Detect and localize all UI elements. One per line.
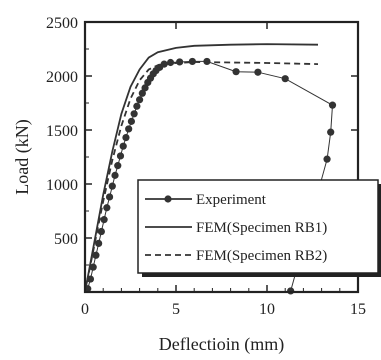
- y-tick-label: 2500: [46, 15, 78, 32]
- data-point: [160, 60, 168, 68]
- data-point: [105, 193, 114, 201]
- data-point: [122, 133, 130, 142]
- data-point: [130, 110, 138, 118]
- data-point: [100, 216, 108, 224]
- y-axis-label: Load (kN): [12, 119, 33, 194]
- legend-label-2: FEM(Specimen RB2): [196, 248, 327, 264]
- data-point: [97, 227, 105, 236]
- data-point: [328, 101, 337, 109]
- data-point: [116, 152, 125, 160]
- plot-area: [84, 43, 337, 295]
- data-point: [138, 89, 146, 97]
- legend-label-0: Experiment: [196, 192, 267, 208]
- data-point: [166, 58, 175, 67]
- data-point: [136, 96, 144, 104]
- data-point: [103, 204, 111, 212]
- data-point: [281, 75, 289, 83]
- data-point: [125, 125, 133, 133]
- data-point: [92, 251, 100, 259]
- data-point: [232, 68, 240, 76]
- legend: Experiment FEM(Specimen RB1) FEM(Specimen …: [137, 179, 381, 277]
- y-tick-label: 500: [54, 231, 78, 248]
- data-point: [188, 57, 196, 66]
- legend-marker: [164, 195, 172, 203]
- data-point: [95, 239, 103, 247]
- data-point: [327, 128, 335, 136]
- series-line-2: [84, 61, 319, 293]
- data-point: [119, 142, 127, 150]
- data-point: [108, 182, 116, 190]
- x-tick-label: 15: [350, 301, 366, 318]
- data-point: [133, 102, 141, 110]
- y-tick-label: 2000: [46, 69, 78, 86]
- x-tick-label: 0: [81, 301, 89, 318]
- data-point: [323, 155, 331, 163]
- x-tick-label: 5: [172, 301, 180, 318]
- x-tick-label: 10: [259, 301, 275, 318]
- data-point: [254, 68, 262, 76]
- data-point: [127, 117, 136, 125]
- axes: 0 5 10 15 500 1000 1500 2000 2500 Deflectioin (mm…: [12, 15, 366, 355]
- legend-label-1: FEM(Specimen RB1): [196, 220, 327, 236]
- data-point: [111, 171, 119, 179]
- x-axis-label: Deflectioin (mm): [159, 334, 284, 355]
- data-point: [141, 84, 149, 92]
- series-line-1: [84, 43, 319, 293]
- y-tick-label: 1500: [46, 123, 78, 140]
- data-point: [114, 162, 122, 170]
- y-tick-label: 1000: [46, 177, 78, 194]
- data-point: [89, 263, 97, 271]
